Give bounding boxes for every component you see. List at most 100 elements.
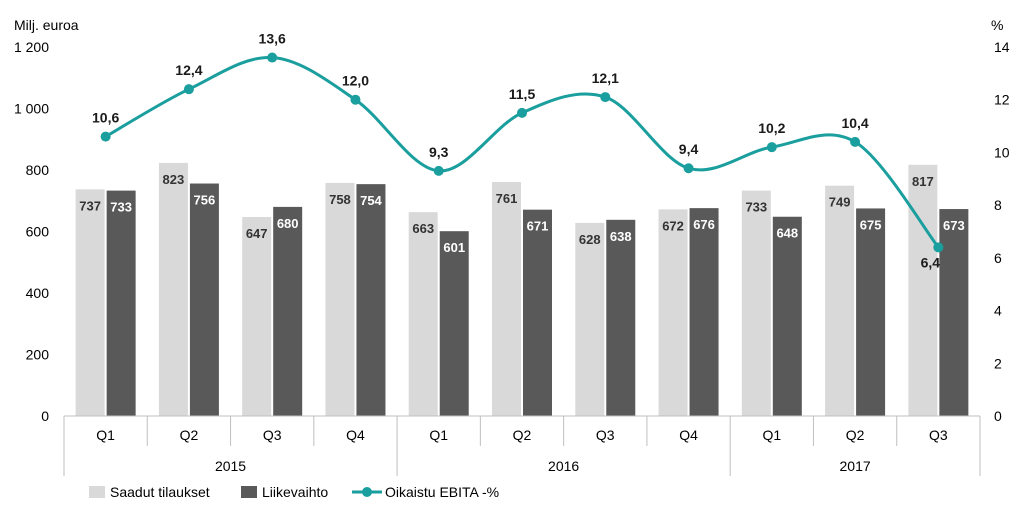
bar-label-saadut-tilaukset: 817 xyxy=(912,174,934,189)
ebita-point xyxy=(683,163,694,174)
bar-liikevaihto xyxy=(939,209,969,416)
line-label: 6,4 xyxy=(921,254,941,270)
ebita-point xyxy=(267,52,278,63)
line-label: 12,4 xyxy=(175,62,202,78)
ebita-point xyxy=(766,142,777,153)
category-label: Q3 xyxy=(929,427,948,443)
bar-liikevaihto xyxy=(189,183,219,416)
category-axis xyxy=(63,415,981,476)
legend-swatch-ebita-marker xyxy=(362,487,372,497)
category-label: Q1 xyxy=(429,427,448,443)
bar-label-saadut-tilaukset: 672 xyxy=(662,218,684,233)
bar-label-liikevaihto: 601 xyxy=(443,240,465,255)
ebita-point xyxy=(350,94,361,105)
bar-saadut-tilaukset xyxy=(408,212,438,416)
left-tick-label: 800 xyxy=(26,162,50,178)
line-label: 10,4 xyxy=(841,115,868,131)
year-label: 2015 xyxy=(215,458,246,474)
legend-label-ebita: Oikaistu EBITA -% xyxy=(385,484,499,500)
bar-saadut-tilaukset xyxy=(75,189,105,416)
bar-label-liikevaihto: 673 xyxy=(943,218,965,233)
bar-saadut-tilaukset xyxy=(325,182,355,416)
bar-label-saadut-tilaukset: 761 xyxy=(496,191,518,206)
right-tick-label: 2 xyxy=(994,355,1002,371)
left-tick-label: 200 xyxy=(26,347,50,363)
bar-data-labels: 737 733 823 756 647 680 758 754 663 601 761 671 628 6… xyxy=(79,172,964,255)
ebita-point xyxy=(433,165,444,176)
year-labels: 2015 2016 2017 xyxy=(215,458,871,474)
category-labels: Q1 Q2 Q3 Q4 Q1 Q2 Q3 Q4 Q1 Q2 Q3 xyxy=(96,427,948,443)
left-tick-label: 1 000 xyxy=(14,101,49,117)
left-tick-label: 1 200 xyxy=(14,39,49,55)
bar-liikevaihto xyxy=(523,209,552,416)
bar-label-liikevaihto: 671 xyxy=(527,219,549,234)
category-label: Q1 xyxy=(96,427,115,443)
right-axis: 0 2 4 6 8 10 12 14 xyxy=(994,39,1010,424)
bar-label-liikevaihto: 754 xyxy=(360,193,382,208)
bar-liikevaihto xyxy=(106,190,136,416)
bar-liikevaihto xyxy=(356,184,386,416)
right-tick-label: 10 xyxy=(994,144,1010,160)
bar-liikevaihto xyxy=(689,208,719,416)
category-label: Q4 xyxy=(346,427,365,443)
category-label: Q1 xyxy=(762,427,781,443)
ebita-point xyxy=(850,136,861,147)
left-tick-label: 400 xyxy=(26,285,50,301)
line-label: 12,1 xyxy=(592,70,619,86)
category-label: Q3 xyxy=(596,427,615,443)
bar-label-saadut-tilaukset: 663 xyxy=(412,221,434,236)
legend-swatch-liikevaihto xyxy=(241,486,257,498)
legend-swatch-saadut-tilaukset xyxy=(89,486,105,498)
right-tick-label: 0 xyxy=(994,408,1002,424)
bar-label-saadut-tilaukset: 823 xyxy=(163,172,185,187)
right-axis-unit: % xyxy=(991,17,1003,33)
category-label: Q2 xyxy=(846,427,865,443)
bar-saadut-tilaukset xyxy=(658,209,688,416)
bar-saadut-tilaukset xyxy=(741,190,771,416)
line-label: 9,4 xyxy=(679,141,699,157)
bar-saadut-tilaukset xyxy=(825,185,855,416)
line-label: 9,3 xyxy=(429,144,449,160)
legend: Saadut tilaukset Liikevaihto Oikaistu EBIT… xyxy=(89,484,499,500)
bar-label-saadut-tilaukset: 733 xyxy=(745,200,767,215)
category-label: Q4 xyxy=(679,427,698,443)
bar-label-liikevaihto: 648 xyxy=(776,226,798,241)
line-label: 11,5 xyxy=(509,86,536,102)
right-tick-label: 14 xyxy=(994,39,1010,55)
line-label: 10,2 xyxy=(758,120,785,136)
bar-saadut-tilaukset xyxy=(158,162,188,416)
year-label: 2016 xyxy=(548,458,579,474)
ebita-point xyxy=(517,107,527,118)
bar-label-liikevaihto: 756 xyxy=(194,193,216,208)
bar-saadut-tilaukset xyxy=(492,181,521,416)
bar-liikevaihto xyxy=(772,216,802,416)
bar-series xyxy=(75,162,969,416)
ebita-line-series xyxy=(100,52,944,253)
bar-label-saadut-tilaukset: 758 xyxy=(329,192,351,207)
bar-liikevaihto xyxy=(606,219,636,416)
left-axis-unit: Milj. euroa xyxy=(14,17,79,33)
legend-label-saadut-tilaukset: Saadut tilaukset xyxy=(110,484,210,500)
bar-label-saadut-tilaukset: 647 xyxy=(246,226,268,241)
bar-liikevaihto xyxy=(273,206,303,416)
bar-label-saadut-tilaukset: 628 xyxy=(579,232,601,247)
bar-label-saadut-tilaukset: 737 xyxy=(79,198,101,213)
left-tick-label: 0 xyxy=(41,408,49,424)
ebita-point xyxy=(600,92,611,103)
line-label: 12,0 xyxy=(342,73,369,89)
right-tick-label: 8 xyxy=(994,197,1002,213)
category-label: Q3 xyxy=(263,427,282,443)
category-label: Q2 xyxy=(513,427,532,443)
category-label: Q2 xyxy=(180,427,199,443)
year-label: 2017 xyxy=(840,458,871,474)
bar-label-saadut-tilaukset: 749 xyxy=(829,195,851,210)
right-tick-label: 4 xyxy=(994,303,1002,319)
right-tick-label: 6 xyxy=(994,250,1002,266)
ebita-point xyxy=(183,84,194,95)
bar-label-liikevaihto: 680 xyxy=(277,216,299,231)
bar-label-liikevaihto: 676 xyxy=(693,217,715,232)
line-data-labels: 10,6 12,4 13,6 12,0 9,3 11,5 12,1 9,4 10,2 10,4 6,… xyxy=(92,31,940,271)
ebita-point xyxy=(100,131,111,142)
right-tick-label: 12 xyxy=(994,92,1010,108)
bar-label-liikevaihto: 733 xyxy=(110,200,132,215)
